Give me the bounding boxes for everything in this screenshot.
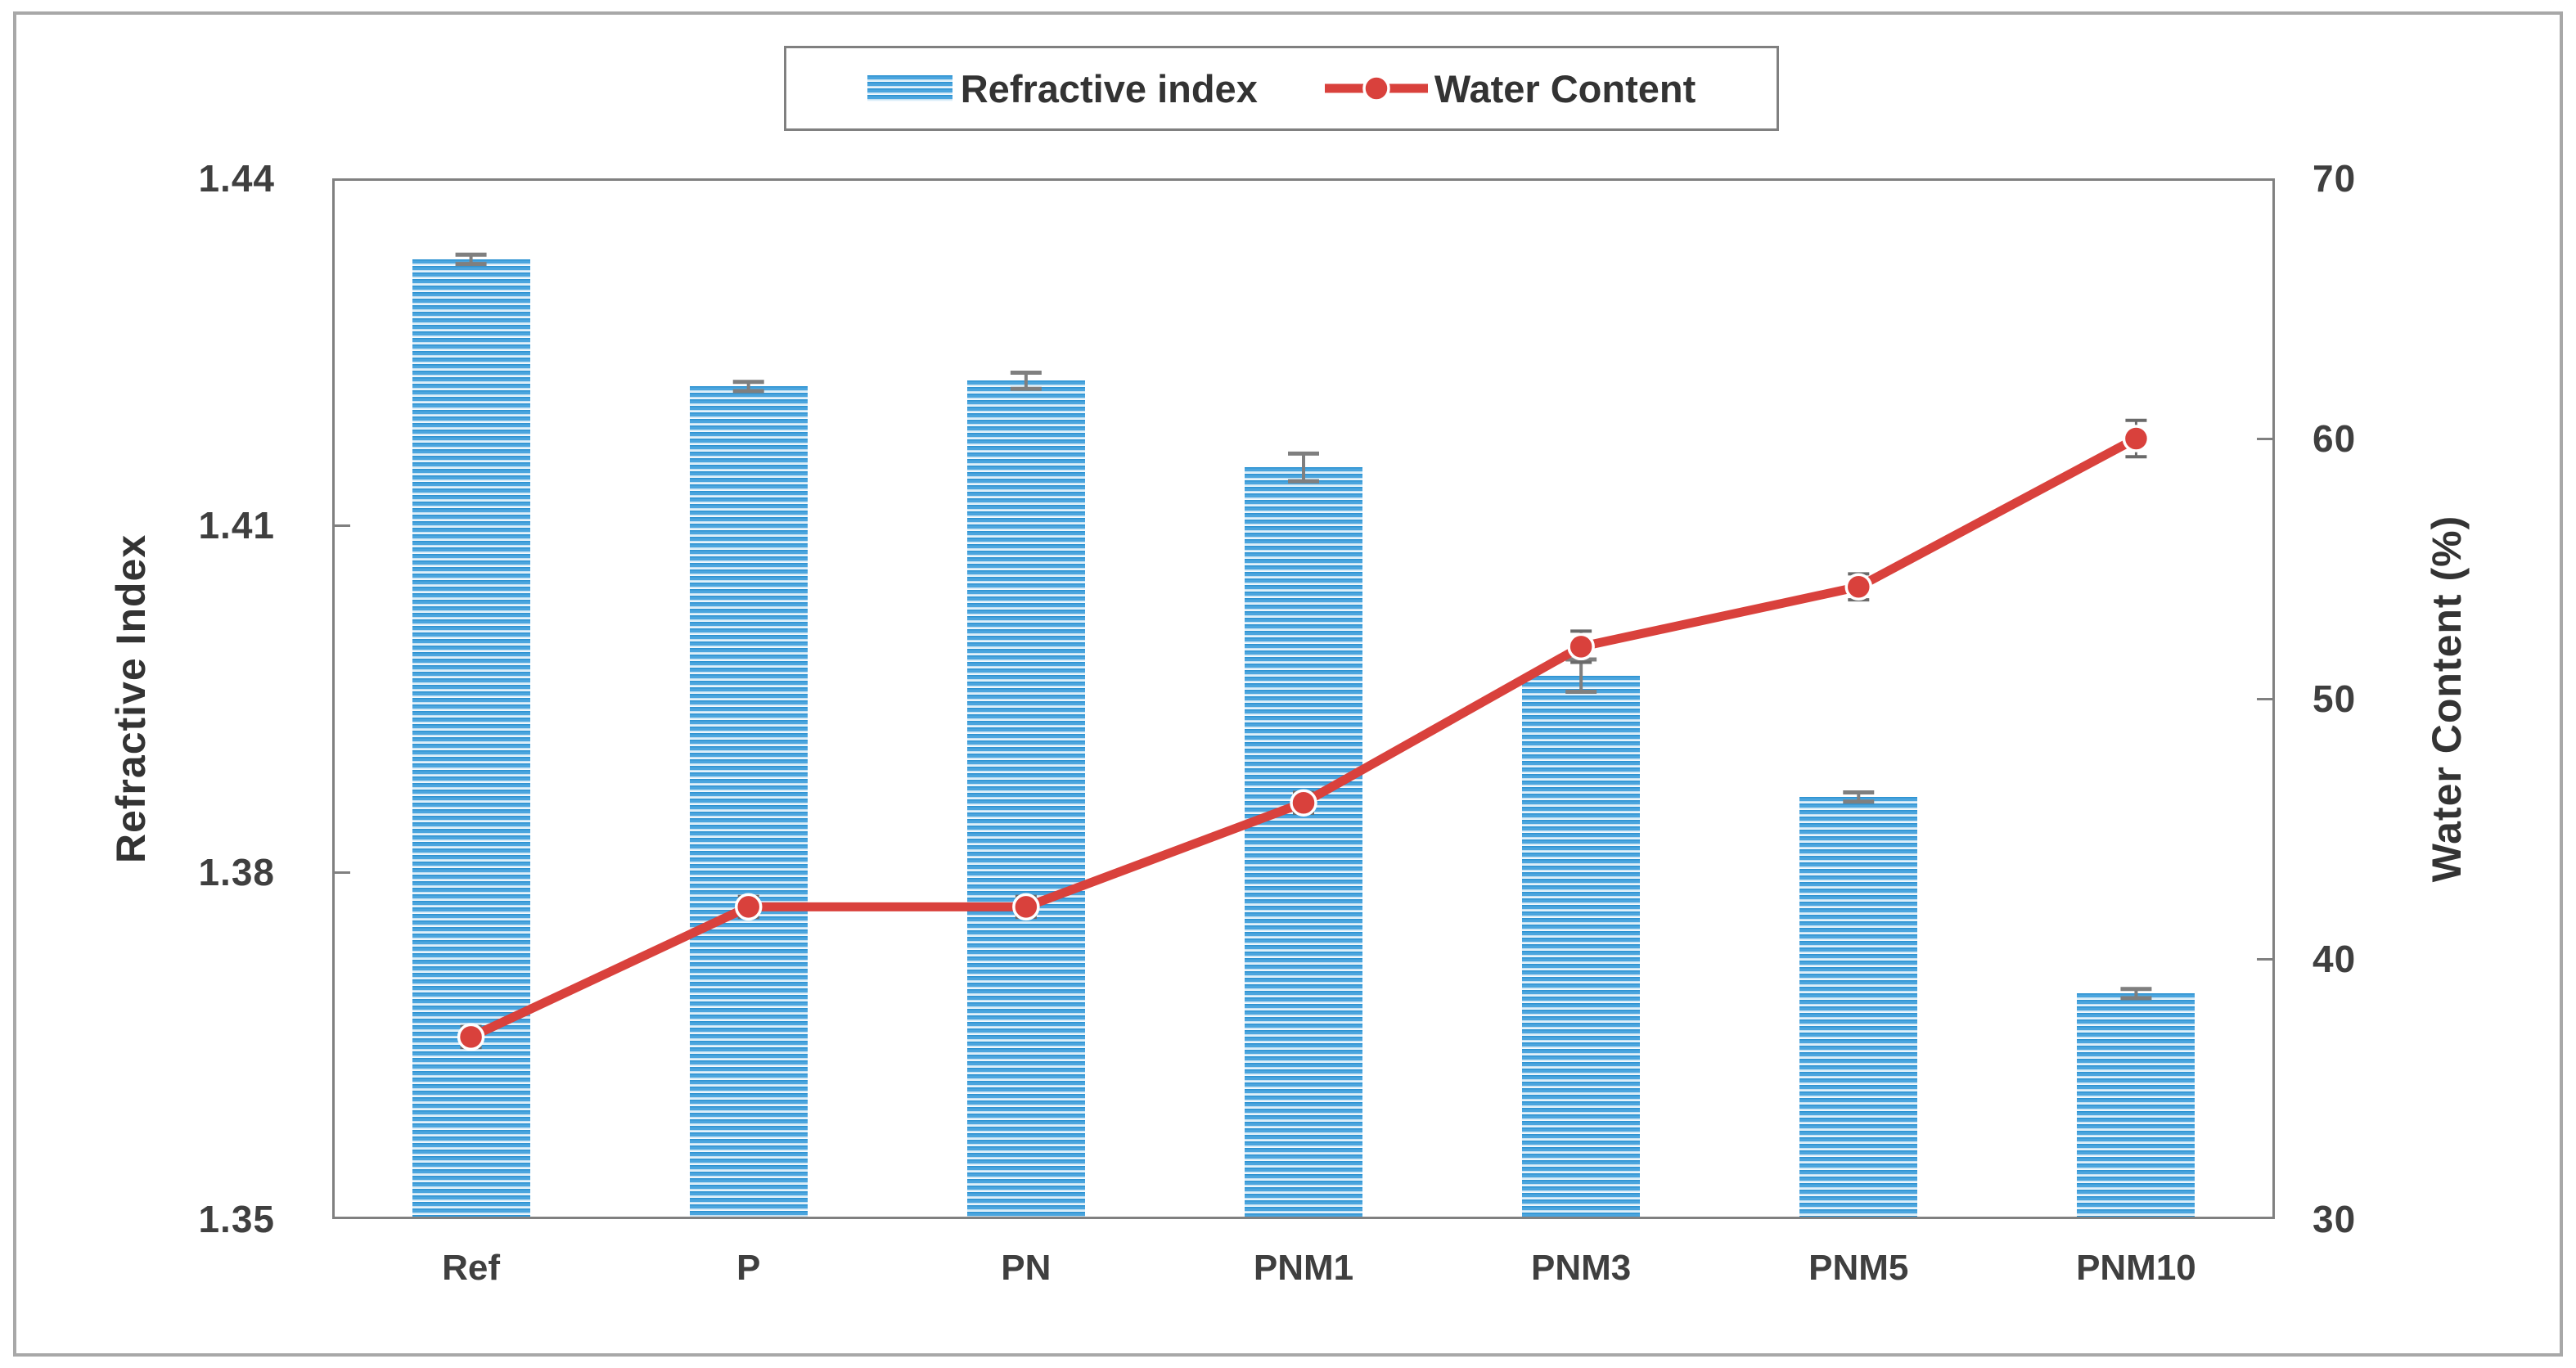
legend: Refractive index Water Content [784, 46, 1779, 131]
right-axis-tick-label: 30 [2313, 1198, 2357, 1240]
bar-pnm5 [1799, 797, 1918, 1217]
bar-swatch-icon [867, 75, 952, 101]
bar-pnm1 [1245, 467, 1362, 1217]
legend-label: Refractive index [960, 66, 1258, 110]
left-axis-tick [332, 524, 350, 527]
right-axis-tick-label: 60 [2313, 417, 2357, 460]
right-axis-tick [2257, 437, 2275, 440]
line-marker-icon [1324, 74, 1428, 102]
category-label-ref: Ref [442, 1248, 501, 1288]
legend-label: Water Content [1434, 66, 1696, 110]
legend-item-refractive-index: Refractive index [867, 66, 1258, 111]
left-axis-title: Refractive Index [108, 533, 154, 864]
bar-ref [412, 259, 530, 1217]
left-axis-tick-label: 1.44 [198, 157, 275, 200]
category-label-pnm5: PNM5 [1808, 1248, 1909, 1288]
right-axis-tick-label: 50 [2313, 677, 2357, 720]
category-label-pnm1: PNM1 [1253, 1248, 1354, 1288]
category-label-pnm10: PNM10 [2076, 1248, 2196, 1288]
category-label-pn: PN [1001, 1248, 1052, 1288]
bar-pnm3 [1522, 675, 1641, 1217]
figure-border [13, 11, 2563, 1357]
legend-item-water-content: Water Content [1323, 66, 1696, 111]
bar-p [689, 386, 808, 1217]
right-axis-tick [2257, 697, 2275, 700]
left-axis-tick-label: 1.35 [198, 1198, 275, 1240]
category-label-pnm3: PNM3 [1531, 1248, 1632, 1288]
right-axis-tick [2257, 957, 2275, 961]
right-axis-tick-label: 40 [2313, 938, 2357, 980]
left-axis-tick [332, 871, 350, 874]
bar-pn [966, 380, 1085, 1217]
left-axis-tick-label: 1.41 [198, 504, 275, 547]
bar-pnm10 [2077, 993, 2195, 1217]
category-label-p: P [736, 1248, 761, 1288]
left-axis-tick-label: 1.38 [198, 851, 275, 893]
right-axis-tick-label: 70 [2313, 157, 2357, 200]
